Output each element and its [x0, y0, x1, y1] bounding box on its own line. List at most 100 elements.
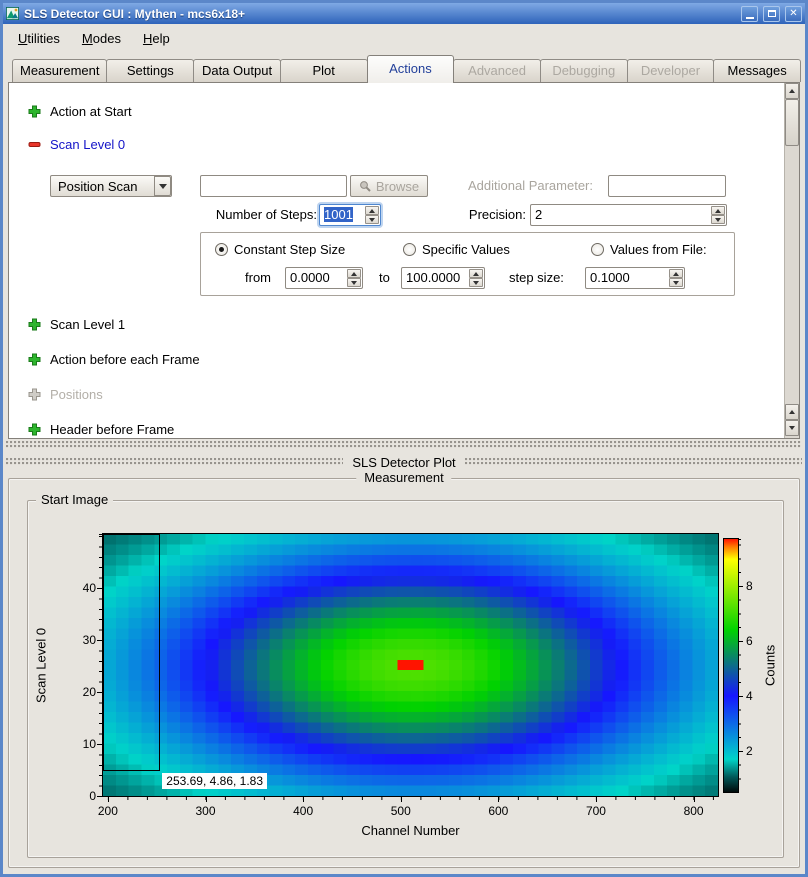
number-of-steps-label: Number of Steps: [197, 204, 317, 226]
title-bar: SLS Detector GUI : Mythen - mcs6x18+ ✕ [3, 3, 805, 24]
cb-tick-mark [739, 751, 743, 752]
minimize-button[interactable] [741, 6, 758, 22]
scrollbar-thumb[interactable] [785, 99, 799, 146]
radio-specific-values[interactable]: Specific Values [403, 242, 510, 257]
spin-up-button[interactable] [469, 269, 483, 278]
combo-arrow-icon [154, 176, 171, 196]
x-tick-labels: 200300400500600700800 [103, 804, 718, 818]
precision-spinbox[interactable]: 2 [530, 204, 727, 226]
to-spinbox[interactable]: 100.0000 [401, 267, 485, 289]
spin-down-button[interactable] [469, 278, 483, 287]
maximize-button[interactable] [763, 6, 780, 22]
dock-handle-left [6, 458, 343, 466]
scroll-down-button[interactable] [785, 420, 799, 436]
minimize-icon [746, 17, 754, 19]
y-tick-labels: 010203040 [54, 534, 96, 796]
radio-icon [215, 243, 228, 256]
x-tick-label: 300 [195, 804, 215, 818]
cb-tick-mark [739, 696, 743, 697]
action-at-start-row[interactable]: Action at Start [28, 104, 132, 119]
radio-constant-step-size[interactable]: Constant Step Size [215, 242, 345, 257]
close-button[interactable]: ✕ [785, 6, 802, 22]
scan-mode-combo[interactable]: Position Scan [50, 175, 172, 197]
heatmap-canvas[interactable] [103, 534, 718, 796]
plus-icon [28, 105, 41, 118]
app-icon [6, 7, 19, 20]
vertical-scrollbar[interactable] [784, 83, 799, 438]
y-tick-label: 30 [83, 633, 96, 647]
position-tooltip: 253.69, 4.86, 1.83 [162, 773, 267, 789]
script-file-input[interactable] [200, 175, 347, 197]
window-title: SLS Detector GUI : Mythen - mcs6x18+ [24, 7, 736, 21]
precision-label: Precision: [464, 204, 526, 226]
cb-tick-label: 8 [746, 579, 753, 593]
zoom-rect [103, 534, 160, 771]
x-tick-label: 800 [684, 804, 704, 818]
action-before-frame-row[interactable]: Action before each Frame [28, 352, 200, 367]
measurement-group: Measurement Start Image Scan Level 0 010… [8, 478, 800, 868]
cb-tick-label: 2 [746, 744, 753, 758]
browse-button: Browse [350, 175, 428, 197]
menu-utilities[interactable]: Utilities [9, 28, 69, 49]
spin-up-button[interactable] [365, 206, 379, 215]
app-window: SLS Detector GUI : Mythen - mcs6x18+ ✕ U… [0, 0, 808, 877]
scroll-up-button-bottom[interactable] [785, 404, 799, 420]
menu-bar: UtilitiesModesHelp [3, 24, 805, 52]
x-axis-title: Channel Number [103, 823, 718, 838]
tab-debugging: Debugging [540, 59, 628, 82]
radio-constant-label: Constant Step Size [234, 242, 345, 257]
cb-tick-marks [739, 539, 743, 792]
spin-up-button[interactable] [669, 269, 683, 278]
spin-up-button[interactable] [347, 269, 361, 278]
header-before-frame-label: Header before Frame [50, 422, 174, 437]
to-label: to [379, 267, 390, 289]
spin-down-button[interactable] [347, 278, 361, 287]
radio-specific-label: Specific Values [422, 242, 510, 257]
cb-tick-label: 4 [746, 689, 753, 703]
tab-messages[interactable]: Messages [713, 59, 801, 82]
tab-actions[interactable]: Actions [367, 55, 455, 83]
minus-icon [28, 138, 41, 151]
x-minor-ticks [103, 797, 718, 800]
scan-level-1-row[interactable]: Scan Level 1 [28, 317, 125, 332]
start-image-title: Start Image [36, 492, 113, 507]
y-axis-title: Scan Level 0 [33, 533, 49, 797]
spin-up-button[interactable] [711, 206, 725, 215]
spin-down-button[interactable] [669, 278, 683, 287]
from-label: from [245, 267, 271, 289]
tab-plot[interactable]: Plot [280, 59, 368, 82]
cb-tick-mark [739, 641, 743, 642]
spin-down-button[interactable] [711, 215, 725, 224]
dock-handle-right [465, 458, 802, 466]
tab-data-output[interactable]: Data Output [193, 59, 281, 82]
tab-settings[interactable]: Settings [106, 59, 194, 82]
colorbar-title: Counts [762, 538, 778, 793]
step-size-groupbox: Constant Step Size Specific Values Value… [200, 232, 735, 296]
header-before-frame-row[interactable]: Header before Frame [28, 422, 174, 437]
x-tick-label: 700 [586, 804, 606, 818]
to-value: 100.0000 [403, 269, 468, 287]
additional-parameter-input[interactable] [608, 175, 726, 197]
x-tick-label: 400 [293, 804, 313, 818]
tab-measurement[interactable]: Measurement [12, 59, 107, 82]
menu-modes[interactable]: Modes [73, 28, 130, 49]
menu-help[interactable]: Help [134, 28, 179, 49]
action-before-frame-label: Action before each Frame [50, 352, 200, 367]
spin-down-button[interactable] [365, 215, 379, 224]
plus-icon [28, 318, 41, 331]
x-tick-label: 200 [98, 804, 118, 818]
plus-icon-disabled [28, 388, 41, 401]
colorbar [723, 538, 739, 793]
scan-level-0-row[interactable]: Scan Level 0 [28, 137, 125, 152]
splitter-handle[interactable] [6, 441, 802, 449]
radio-values-from-file[interactable]: Values from File: [591, 242, 707, 257]
measurement-group-title: Measurement [356, 470, 451, 485]
scan-level-0-label: Scan Level 0 [50, 137, 125, 152]
step-size-spinbox[interactable]: 0.1000 [585, 267, 685, 289]
number-of-steps-spinbox[interactable]: 1001 [319, 204, 381, 226]
plot-dock-titlebar[interactable]: SLS Detector Plot [6, 453, 802, 471]
from-spinbox[interactable]: 0.0000 [285, 267, 363, 289]
scroll-up-button[interactable] [785, 83, 799, 99]
action-at-start-label: Action at Start [50, 104, 132, 119]
tab-advanced: Advanced [453, 59, 541, 82]
